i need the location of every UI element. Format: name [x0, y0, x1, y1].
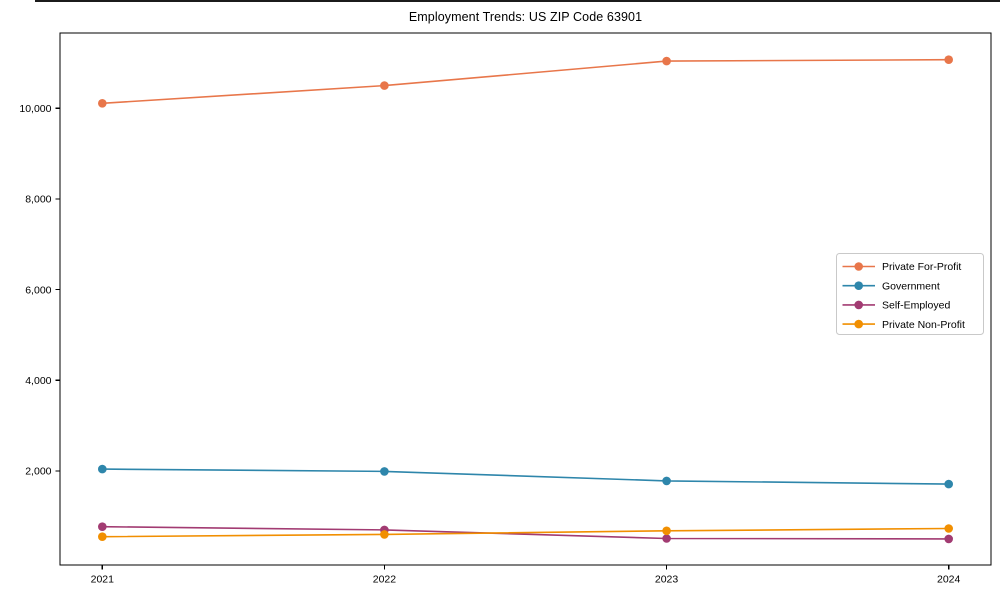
series-marker-private-non-profit	[380, 530, 389, 539]
series-marker-private-for-profit	[662, 56, 671, 66]
legend-marker-government	[854, 281, 863, 291]
x-axis-tick-label: 2021	[91, 574, 115, 586]
series-marker-private-non-profit	[98, 532, 107, 541]
x-axis-tick-label: 2023	[655, 574, 679, 586]
y-axis-tick-label: 2,000	[25, 466, 51, 478]
series-marker-government	[98, 464, 107, 474]
series-line-government	[101, 468, 950, 485]
y-axis-tick-label: 6,000	[25, 284, 51, 296]
series-marker-private-for-profit	[944, 55, 953, 64]
series-line-private-for-profit	[101, 58, 950, 105]
chart-title: Employment Trends: US ZIP Code 63901	[408, 10, 643, 24]
plot-frame	[59, 32, 992, 566]
series-marker-private-for-profit	[98, 99, 107, 108]
legend-label-government: Government	[882, 280, 940, 292]
series-marker-private-non-profit	[662, 526, 671, 536]
series-marker-government	[380, 467, 389, 476]
series-marker-government	[662, 476, 671, 486]
legend: Private For-Profit Government Self-Employe…	[836, 253, 984, 335]
series-marker-government	[944, 479, 953, 489]
legend-box	[836, 253, 984, 335]
series-marker-self-employed	[944, 534, 953, 544]
legend-marker-private-for-profit	[854, 262, 863, 271]
window-top-edge	[35, 0, 1000, 2]
y-axis-tick-label: 8,000	[25, 194, 51, 206]
legend-marker-private-non-profit	[854, 319, 863, 329]
y-axis-tick-label: 10,000	[19, 103, 51, 115]
legend-label-private-non-profit: Private Non-Profit	[882, 319, 965, 331]
y-axis-tick-label: 4,000	[25, 375, 51, 387]
x-axis-tick-label: 2024	[937, 574, 961, 586]
series-marker-private-non-profit	[944, 524, 953, 533]
series-marker-self-employed	[662, 534, 671, 543]
legend-label-private-for-profit: Private For-Profit	[882, 261, 961, 273]
legend-label-self-employed: Self-Employed	[882, 300, 950, 312]
legend-marker-self-employed	[854, 300, 863, 310]
x-axis-tick-label: 2022	[373, 574, 397, 586]
series-line-private-non-profit	[101, 527, 950, 538]
series-marker-private-for-profit	[380, 81, 389, 90]
series-marker-self-employed	[98, 522, 107, 531]
series-line-self-employed	[101, 525, 950, 540]
